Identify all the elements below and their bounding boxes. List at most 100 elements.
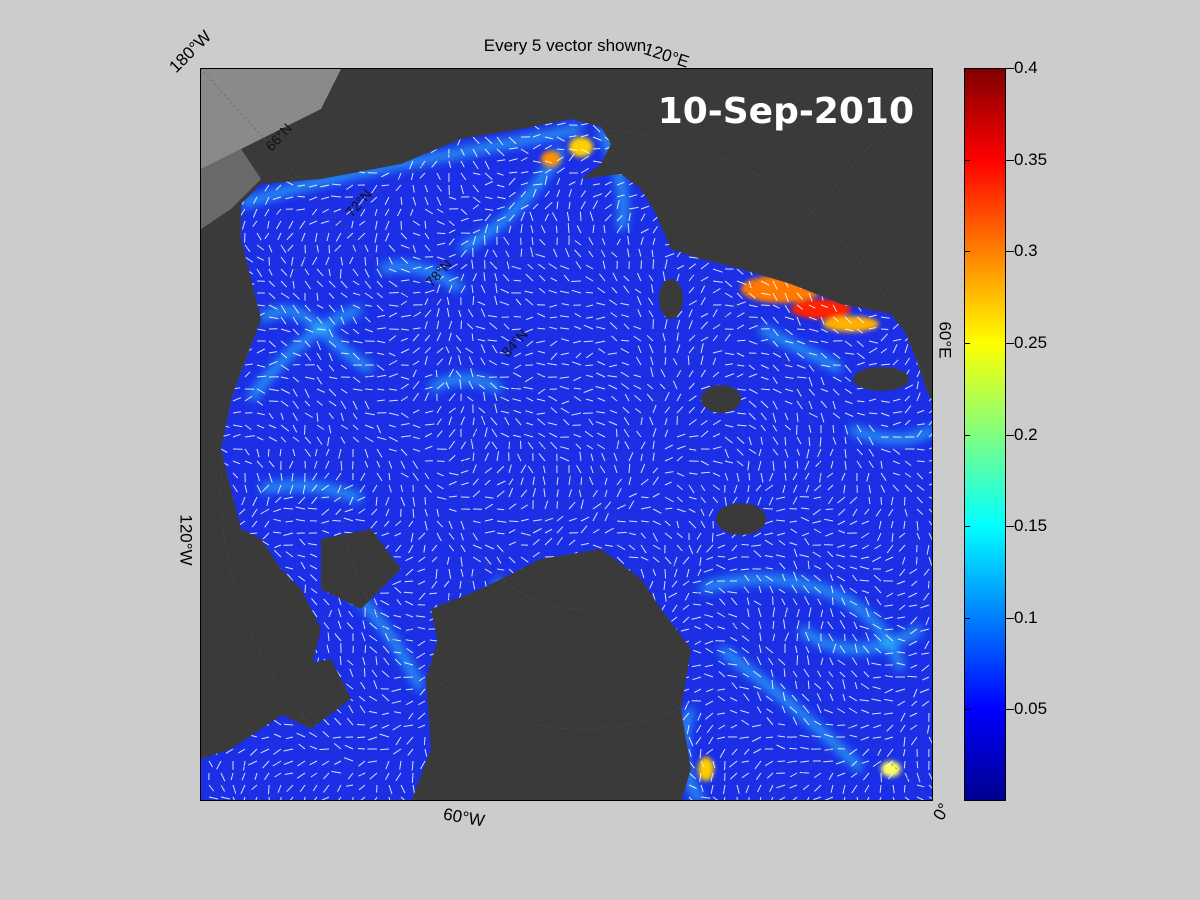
drift-vector [760,424,766,432]
drift-vector [208,760,214,768]
drift-vector [916,184,922,191]
drift-vector [333,208,342,213]
drift-vector [927,724,930,734]
drift-vector [904,344,909,354]
drift-vector [928,160,932,170]
drift-vector [328,424,332,434]
drift-vector [309,760,318,766]
drift-vector [435,736,438,746]
drift-vector [712,309,718,318]
drift-vector [455,664,462,671]
drift-vector [544,537,553,546]
drift-vector [892,232,896,241]
drift-vector [448,700,451,710]
drift-vector [705,602,714,606]
drift-vector [512,434,522,438]
drift-vector [596,372,606,378]
drift-vector [544,775,547,786]
colorbar-tick-label: 0.3 [1014,241,1038,261]
drift-vector [820,376,825,386]
drift-vector [799,772,810,774]
drift-vector [817,598,822,606]
drift-vector [676,484,684,491]
drift-vector [741,544,750,546]
drift-vector [652,136,656,145]
drift-vector [675,748,678,758]
drift-vector [628,734,639,738]
drift-vector [331,157,342,162]
drift-vector [244,304,252,310]
drift-vector [208,290,218,294]
drift-vector [244,460,252,465]
drift-vector [304,584,306,594]
drift-vector [832,304,838,313]
drift-vector [275,597,282,606]
drift-vector [705,647,714,654]
drift-vector [560,265,570,270]
drift-vector [875,647,882,654]
drift-vector [376,268,383,278]
drift-vector [621,314,630,318]
drift-vector [916,423,925,426]
drift-vector [397,172,402,180]
drift-vector [724,496,727,506]
drift-vector [873,160,882,164]
drift-vector [627,223,630,234]
drift-vector [821,70,823,77]
drift-vector [477,338,486,342]
drift-vector [928,520,932,528]
drift-vector [275,587,282,594]
drift-vector [851,633,858,642]
drift-vector [648,310,654,318]
drift-vector [345,119,354,126]
drift-vector [580,499,584,510]
drift-vector [536,362,546,366]
drift-vector [376,374,387,378]
drift-vector [604,592,613,597]
drift-vector [814,772,822,779]
drift-vector [424,392,429,402]
drift-vector [280,424,290,432]
drift-vector [633,335,642,342]
drift-vector [657,77,665,82]
colorbar-tick [1006,434,1014,436]
drift-vector [880,256,885,266]
drift-vector [888,160,894,168]
drift-vector [358,796,366,800]
drift-vector [900,184,906,192]
drift-vector [859,566,870,570]
drift-vector [812,551,822,558]
drift-vector [335,472,342,481]
drift-vector [611,287,618,294]
drift-vector [271,172,282,177]
drift-vector [910,628,918,635]
drift-vector [763,208,774,212]
drift-vector [696,148,702,158]
drift-vector [580,568,590,572]
drift-vector [410,532,414,543]
drift-vector [207,532,210,541]
drift-vector [532,580,541,587]
drift-vector [376,352,385,356]
drift-vector [328,412,334,420]
drift-vector [859,579,870,582]
drift-vector [874,148,882,155]
drift-vector [495,283,498,294]
drift-vector [640,520,649,523]
drift-vector [529,211,534,222]
drift-vector [368,634,378,642]
drift-vector [404,123,414,126]
drift-vector [319,748,330,750]
graticule [201,69,932,800]
drift-vector [668,664,678,672]
drift-vector [791,694,798,702]
drift-vector [671,604,678,613]
drift-vector [892,460,900,465]
drift-vector [279,448,282,457]
drift-vector [458,700,462,709]
drift-vector [383,657,390,666]
drift-vector [592,512,598,522]
drift-vector [636,296,642,306]
drift-vector [904,263,914,270]
drift-vector [692,580,702,584]
